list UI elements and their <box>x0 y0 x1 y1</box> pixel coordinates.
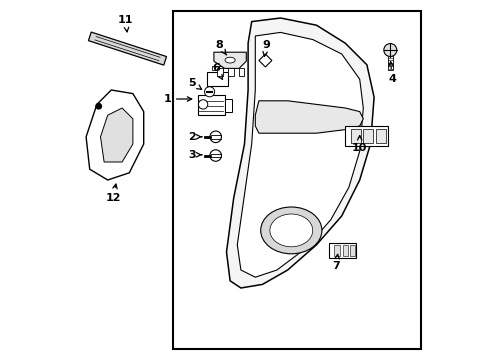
Ellipse shape <box>269 214 312 247</box>
Polygon shape <box>328 243 355 258</box>
Bar <box>172 11 420 349</box>
Circle shape <box>204 87 214 97</box>
Text: 11: 11 <box>118 15 133 32</box>
Polygon shape <box>342 245 347 256</box>
Polygon shape <box>212 66 223 70</box>
Text: 9: 9 <box>262 40 269 56</box>
Ellipse shape <box>260 207 321 254</box>
Polygon shape <box>86 90 143 180</box>
Text: 3: 3 <box>188 150 201 160</box>
Polygon shape <box>217 68 223 76</box>
Text: 6: 6 <box>211 63 222 79</box>
Circle shape <box>96 103 102 109</box>
Circle shape <box>209 150 221 161</box>
Circle shape <box>209 131 221 143</box>
Polygon shape <box>363 129 373 143</box>
Text: 10: 10 <box>351 136 366 153</box>
Text: 5: 5 <box>188 78 201 90</box>
Text: 1: 1 <box>163 94 191 104</box>
Polygon shape <box>350 129 360 143</box>
Polygon shape <box>226 18 373 288</box>
Polygon shape <box>237 32 363 277</box>
Ellipse shape <box>224 57 235 63</box>
Polygon shape <box>345 126 387 146</box>
Polygon shape <box>228 68 233 76</box>
Polygon shape <box>349 245 355 256</box>
Polygon shape <box>258 54 271 67</box>
Text: 4: 4 <box>387 62 395 84</box>
Polygon shape <box>88 32 166 65</box>
Polygon shape <box>206 72 228 86</box>
Polygon shape <box>213 52 246 68</box>
Polygon shape <box>255 101 363 133</box>
Polygon shape <box>387 56 392 70</box>
Text: 12: 12 <box>105 184 121 203</box>
Text: 7: 7 <box>332 255 340 271</box>
Polygon shape <box>375 129 385 143</box>
Polygon shape <box>101 108 133 162</box>
Polygon shape <box>239 68 244 76</box>
Text: 8: 8 <box>215 40 226 55</box>
Polygon shape <box>334 245 339 256</box>
Text: 2: 2 <box>188 132 202 142</box>
Polygon shape <box>197 95 224 115</box>
Polygon shape <box>224 99 231 112</box>
Circle shape <box>198 100 207 109</box>
Circle shape <box>383 44 396 57</box>
